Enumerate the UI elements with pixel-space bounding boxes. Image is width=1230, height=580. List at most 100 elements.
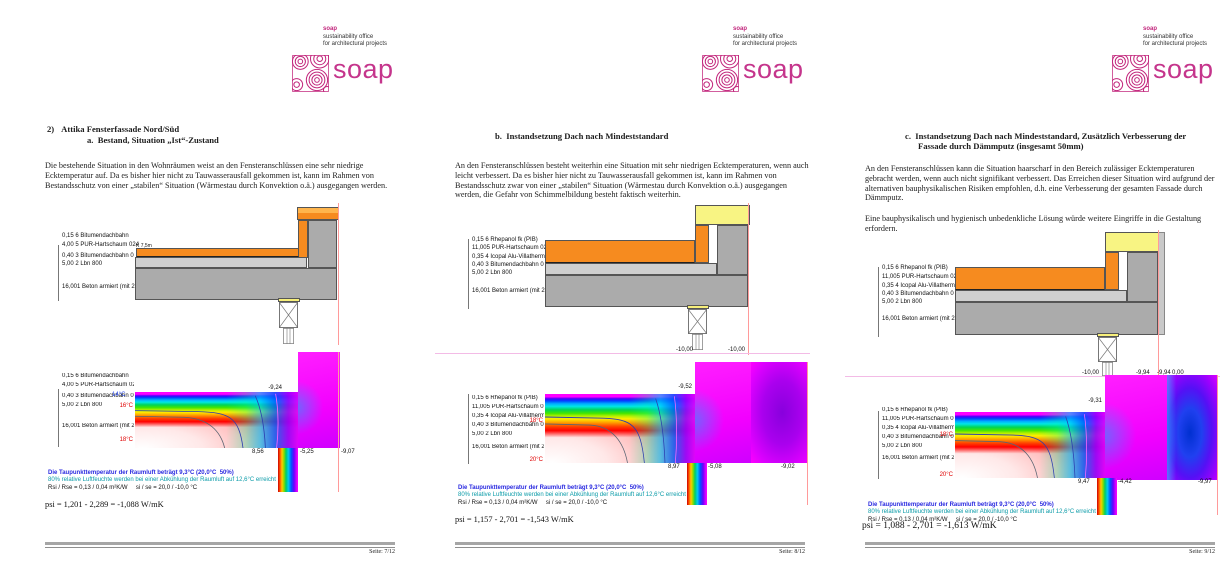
layer-label: 16,001 Beton armiert (mit 2% Stahl) xyxy=(472,288,568,294)
footer-rule xyxy=(455,542,805,548)
screed-layer xyxy=(955,290,1127,302)
layer-label: 0,35 4 Icopal Alu-Villatherm xyxy=(472,254,545,260)
resistance-note: Rsi / Rse = 0,13 / 0,04 m²K/W si / se = … xyxy=(458,499,608,506)
layer-label: 16,001 Beton armiert (mit 2% Stahl) xyxy=(472,444,544,450)
layer-label: 16,001 Beton armiert (mit 2% Stahl) xyxy=(882,455,954,461)
report-page-1: soap sustainability office for architect… xyxy=(0,0,410,580)
body-paragraph: An den Fensteranschlüssen besteht weiter… xyxy=(455,161,809,200)
psi-result: psi = 1,088 - 2,701 = -1,613 W/mK xyxy=(862,521,997,531)
temperature-value: -9,07 xyxy=(341,449,355,455)
temperature-value: -9,24 xyxy=(268,385,282,391)
isotherm-plot: 0,15 6 Bitumendachbahn 4,00 5 PUR-Hartsc… xyxy=(0,345,410,495)
construction-detail-diagram: 0,15 6 Rhepanol fk (PIB) 11,005 PUR-Hart… xyxy=(820,230,1230,390)
layer-label: 0,40 3 Bitumendachbahn 0 xyxy=(62,253,134,259)
parapet-cap xyxy=(297,207,339,220)
temperature-value: 8,97 xyxy=(668,464,680,470)
isotherm-label: 20°C xyxy=(529,457,543,463)
layer-label: 0,15 6 Bitumendachbahn xyxy=(62,233,129,239)
footer-rule xyxy=(45,542,395,548)
construction-detail-diagram: 0,15 6 Rhepanol fk (PIB) 11,005 PUR-Hart… xyxy=(410,203,820,363)
insulation-horizontal xyxy=(955,267,1105,290)
thermal-window-field xyxy=(1097,478,1117,515)
layer-label: 0,15 6 Rhepanol fk (PIB) xyxy=(882,407,948,413)
section-cut-line xyxy=(1217,375,1218,515)
isotherm-label: 16°C xyxy=(119,403,133,409)
section-cut-line xyxy=(748,203,749,355)
dimension-value: 0,00 xyxy=(1172,370,1184,376)
layer-label: 11,005 PUR-Hartschaum 024 xyxy=(882,416,954,422)
report-page-2: soap sustainability office for architect… xyxy=(410,0,820,580)
layer-label: 11,005 PUR-Hartschaum 024 xyxy=(472,245,551,251)
layer-label: 0,35 4 Icopal Alu-Villatherm xyxy=(882,283,955,289)
isotherm-label: 14°C xyxy=(112,392,126,398)
report-page-3: soap sustainability office for architect… xyxy=(820,0,1230,580)
page-number: Seite: 8/12 xyxy=(779,549,805,555)
subsection-heading: b. Instandsetzung Dach nach Mindeststand… xyxy=(495,131,669,141)
dimension-line xyxy=(468,239,469,309)
thermal-exterior-field xyxy=(751,362,808,463)
temperature-value: -4,42 xyxy=(1118,479,1132,485)
temperature-value: -5,08 xyxy=(708,464,722,470)
dimension-line xyxy=(58,389,59,447)
layer-label: 4,00 5 PUR-Hartschaum 024 xyxy=(62,382,134,388)
window-sill xyxy=(687,305,709,309)
logo-tagline-1: sustainability office xyxy=(733,33,784,40)
body-paragraph: An den Fensteranschlüssen kann die Situa… xyxy=(865,164,1215,203)
thermal-window-field xyxy=(278,448,298,492)
layer-label: 0,15 6 Rhepanol fk (PIB) xyxy=(472,237,538,243)
logo-tagline-1: sustainability office xyxy=(1143,33,1194,40)
layer-label: 16,001 Beton armiert (mit 2% Stahl) xyxy=(62,284,158,290)
dimension-line xyxy=(878,267,879,337)
insulation-vertical xyxy=(695,225,709,263)
temperature-value: -9,31 xyxy=(1088,398,1102,404)
isotherm-label: 18°C xyxy=(939,432,953,438)
humidity-note: 80% relative Luftfeuchte werden bei eine… xyxy=(458,492,686,499)
dimension-note: K 7,5m xyxy=(136,243,152,249)
logo-tagline-1: sustainability office xyxy=(323,33,374,40)
dewpoint-note: Die Taupunkttemperatur der Raumluft betr… xyxy=(458,485,644,491)
psi-result: psi = 1,157 - 2,701 = -1,543 W/mK xyxy=(455,515,574,524)
layer-label: 0,15 6 Rhepanol fk (PIB) xyxy=(472,395,538,401)
dewpoint-note: Die Taupunkttemperatur der Raumluft betr… xyxy=(48,470,234,476)
page-number: Seite: 9/12 xyxy=(1189,549,1215,555)
window-mullion xyxy=(1102,362,1113,376)
soap-logo-icon xyxy=(292,54,329,92)
layer-label: 0,40 3 Bitumendachbahn 0 xyxy=(472,262,544,268)
window-mullion xyxy=(283,328,294,344)
layer-label: 5,00 2 Lbn 800 xyxy=(62,402,103,408)
section-cut-line xyxy=(1158,230,1159,378)
layer-label: 0,40 3 Bitumendachbahn 0 xyxy=(882,434,954,440)
dimension-baseline xyxy=(435,353,810,354)
window-mullion xyxy=(692,334,703,350)
render-layer xyxy=(1158,232,1165,335)
dimension-baseline xyxy=(845,376,1220,377)
temperature-value: 8,56 xyxy=(252,449,264,455)
layer-label: 5,00 2 Lbn 800 xyxy=(472,270,513,276)
layer-label: 5,00 2 Lbn 800 xyxy=(472,431,513,437)
concrete-slab xyxy=(955,302,1158,335)
psi-result: psi = 1,201 - 2,289 = -1,088 W/mK xyxy=(45,500,164,509)
soap-logo-icon xyxy=(1112,54,1149,92)
dewpoint-note: Die Taupunkttemperatur der Raumluft betr… xyxy=(868,502,1054,508)
window-sill xyxy=(278,298,300,302)
dimension-value: -10,00 xyxy=(728,347,746,353)
isotherm-label: 20°C xyxy=(939,472,953,478)
insulation-vertical xyxy=(298,220,308,258)
logo-wordmark: soap xyxy=(743,53,804,84)
logo: soap sustainability office for architect… xyxy=(702,26,814,92)
logo-tagline-2: for architectural projects xyxy=(733,41,798,47)
screed-layer xyxy=(135,257,307,268)
subsection-heading: c. Instandsetzung Dach nach Mindeststand… xyxy=(905,131,1187,151)
logo-wordmark: soap xyxy=(1153,53,1214,84)
logo: soap sustainability office for architect… xyxy=(292,26,404,92)
thermal-slab-field xyxy=(955,412,1105,478)
isotherm-plot: 0,15 6 Rhepanol fk (PIB) 11,005 PUR-Hart… xyxy=(410,358,820,510)
thermal-slab-field xyxy=(545,394,695,463)
layer-label: 0,15 6 Bitumendachbahn xyxy=(62,373,129,379)
parapet-wall xyxy=(717,225,748,275)
section-heading: 2) Attika Fensterfassade Nord/Süd xyxy=(47,124,180,134)
construction-detail-diagram: 0,15 6 Bitumendachbahn 4,00 5 PUR-Hartsc… xyxy=(0,203,410,363)
footer-rule xyxy=(865,542,1215,548)
insulation-horizontal xyxy=(545,240,695,263)
